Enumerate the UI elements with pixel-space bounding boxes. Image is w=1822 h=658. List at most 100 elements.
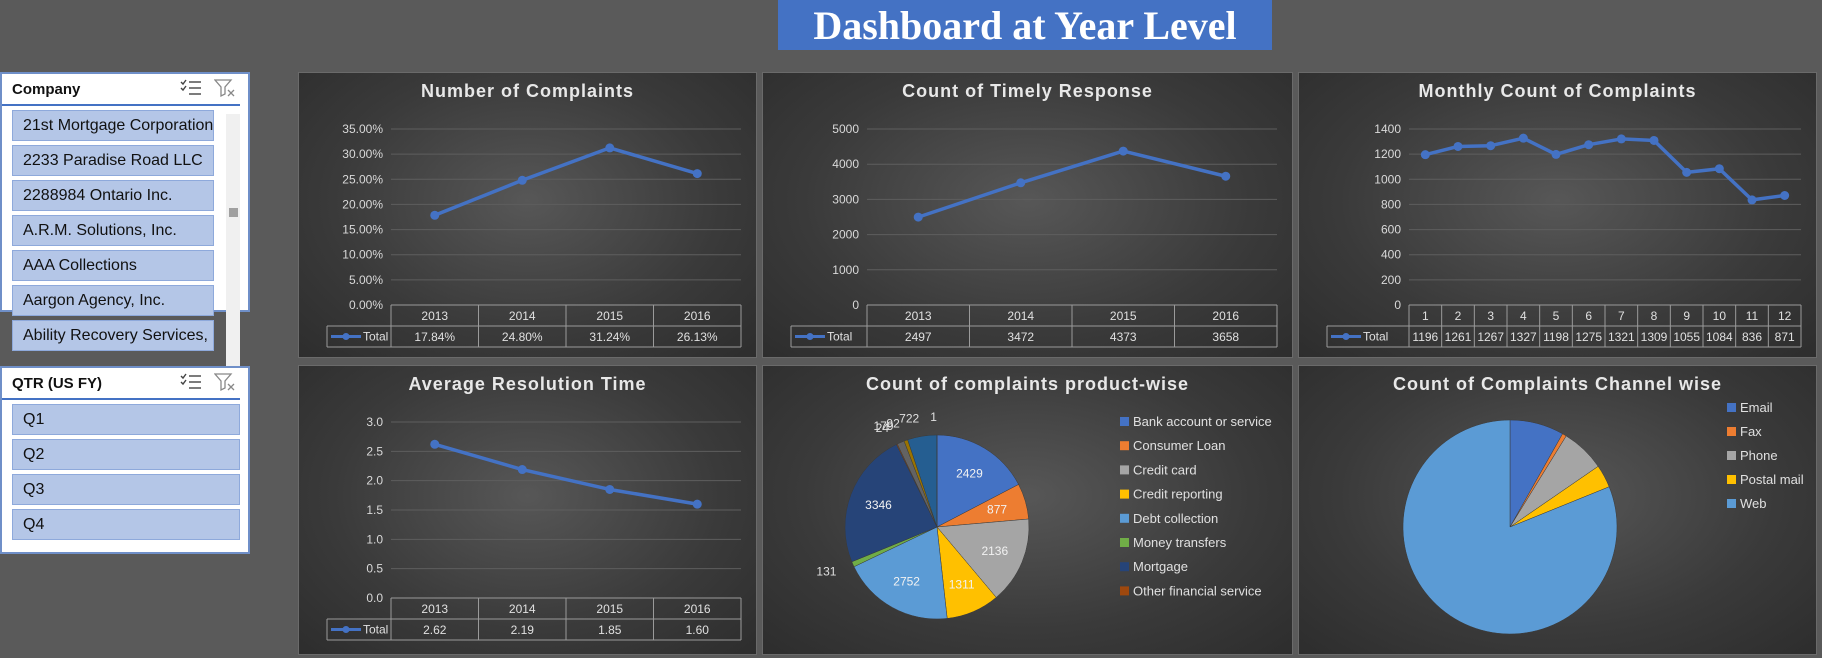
legend-swatch bbox=[1120, 489, 1129, 499]
resolution-line-chart: 0.0 0.5 1.0 1.5 2.0 2.5 3.0 2013 2.62 2014 2.19 201… bbox=[326, 415, 742, 641]
y-tick-label: 15.00% bbox=[342, 223, 383, 237]
legend-line-marker-icon bbox=[806, 333, 814, 340]
data-label: 1267 bbox=[1477, 330, 1504, 344]
monthly-line-chart: 0200400600800100012001400111962126131267… bbox=[1326, 122, 1802, 348]
legend-line-marker-icon bbox=[342, 626, 350, 633]
pie-data-label: 722 bbox=[899, 411, 919, 425]
pie-data-label: 2752 bbox=[893, 575, 920, 589]
legend-label: Fax bbox=[1740, 424, 1762, 439]
qtr-slicer-item[interactable]: Q2 bbox=[12, 439, 240, 470]
data-point bbox=[430, 210, 440, 220]
y-tick-label: 2.0 bbox=[366, 474, 383, 488]
legend-swatch bbox=[1120, 538, 1129, 547]
data-label: 836 bbox=[1742, 330, 1762, 344]
data-label: 1327 bbox=[1510, 330, 1537, 344]
y-tick-label: 0.0 bbox=[366, 591, 383, 605]
company-slicer-item[interactable]: A.R.M. Solutions, Inc. bbox=[12, 215, 214, 246]
data-label: 3472 bbox=[1007, 330, 1034, 344]
channel-chart-panel: Count of Complaints Channel wise Email Fa… bbox=[1298, 365, 1817, 655]
x-tick-label: 11 bbox=[1746, 309, 1759, 323]
qtr-slicer: QTR (US FY) Q1 Q2 Q3 Q4 bbox=[0, 366, 250, 554]
qtr-slicer-item[interactable]: Q4 bbox=[12, 509, 240, 540]
legend-series-name: Total bbox=[827, 330, 852, 344]
clear-filter-icon[interactable] bbox=[214, 372, 236, 392]
x-tick-label: 2013 bbox=[905, 309, 932, 323]
company-slicer-item[interactable]: 21st Mortgage Corporation bbox=[12, 110, 214, 141]
pie-data-label: 877 bbox=[987, 502, 1007, 516]
legend-label: Money transfers bbox=[1133, 535, 1227, 550]
legend-swatch bbox=[1120, 586, 1129, 596]
multi-select-icon[interactable] bbox=[180, 78, 202, 98]
company-slicer-title: Company bbox=[12, 80, 81, 98]
data-point bbox=[1486, 141, 1496, 151]
data-point bbox=[1551, 149, 1561, 159]
legend-label: Web bbox=[1740, 496, 1767, 511]
data-label: 1084 bbox=[1706, 330, 1733, 344]
legend-label: Phone bbox=[1740, 448, 1778, 463]
data-label: 1.85 bbox=[598, 623, 622, 637]
multi-select-icon[interactable] bbox=[180, 372, 202, 392]
y-tick-label: 1.0 bbox=[366, 532, 383, 546]
legend-swatch bbox=[1727, 499, 1736, 508]
data-point bbox=[430, 439, 440, 449]
company-slicer: Company 21st Mortgage Corporation 2233 Pa… bbox=[0, 72, 250, 394]
x-tick-label: 4 bbox=[1520, 309, 1527, 323]
qtr-slicer-list: Q1 Q2 Q3 Q4 bbox=[2, 404, 240, 540]
clear-filter-icon[interactable] bbox=[214, 78, 236, 98]
scrollbar-thumb[interactable] bbox=[229, 208, 238, 217]
data-label: 1321 bbox=[1608, 330, 1635, 344]
timely-chart-panel: Count of Timely Response 0 1000 2000 3000 40… bbox=[762, 72, 1293, 358]
pie-data-label: 1 bbox=[930, 410, 937, 424]
company-slicer-item[interactable]: Aargon Agency, Inc. bbox=[12, 285, 214, 316]
series-line bbox=[434, 146, 698, 217]
qtr-slicer-item[interactable]: Q3 bbox=[12, 474, 240, 505]
company-slicer-item[interactable]: AAA Collections bbox=[12, 250, 214, 281]
data-label: 2.19 bbox=[511, 623, 535, 637]
x-tick-label: 1 bbox=[1422, 309, 1429, 323]
x-tick-label: 2015 bbox=[596, 309, 623, 323]
x-tick-label: 2013 bbox=[421, 602, 448, 616]
legend-label: Credit card bbox=[1133, 462, 1197, 477]
y-tick-label: 1400 bbox=[1374, 122, 1401, 136]
company-slicer-scrollbar[interactable] bbox=[226, 114, 240, 394]
x-tick-label: 12 bbox=[1778, 309, 1792, 323]
data-point bbox=[1682, 167, 1692, 177]
data-point bbox=[1616, 134, 1626, 144]
company-slicer-item[interactable]: Ability Recovery Services, LLC bbox=[12, 320, 214, 351]
y-tick-label: 10.00% bbox=[342, 248, 383, 262]
data-label: 1275 bbox=[1575, 330, 1602, 344]
legend-swatch bbox=[1120, 441, 1129, 451]
y-tick-label: 30.00% bbox=[342, 147, 383, 161]
legend-series-name: Total bbox=[363, 330, 388, 344]
series-line bbox=[1424, 136, 1785, 202]
y-tick-label: 600 bbox=[1381, 223, 1401, 237]
data-point bbox=[1518, 133, 1528, 143]
data-label: 1055 bbox=[1673, 330, 1700, 344]
timely-line-chart: 0 1000 2000 3000 4000 5000 2013 2497 2014 3472 201… bbox=[790, 122, 1278, 348]
pie-data-label: 131 bbox=[816, 565, 836, 579]
data-label: 1196 bbox=[1412, 330, 1438, 344]
y-tick-label: 0.00% bbox=[349, 298, 383, 312]
company-slicer-item[interactable]: 2233 Paradise Road LLC bbox=[12, 145, 214, 176]
x-tick-label: 2013 bbox=[421, 309, 448, 323]
data-point bbox=[692, 499, 702, 509]
y-tick-label: 1.5 bbox=[366, 503, 383, 517]
y-tick-label: 5000 bbox=[832, 122, 859, 136]
y-tick-label: 5.00% bbox=[349, 273, 383, 287]
qtr-slicer-header: QTR (US FY) bbox=[2, 368, 240, 400]
pie-slice bbox=[844, 444, 938, 563]
legend-label: Other financial service bbox=[1133, 583, 1262, 598]
data-point bbox=[605, 143, 615, 153]
data-label: 1.60 bbox=[686, 623, 710, 637]
qtr-slicer-item[interactable]: Q1 bbox=[12, 404, 240, 435]
x-tick-label: 2014 bbox=[1007, 309, 1034, 323]
data-point bbox=[692, 169, 702, 179]
chart-title: Monthly Count of Complaints bbox=[1418, 81, 1697, 101]
x-tick-label: 5 bbox=[1553, 309, 1560, 323]
y-tick-label: 0 bbox=[852, 298, 859, 312]
pie-data-label: 24 bbox=[876, 421, 890, 435]
legend-swatch bbox=[1727, 451, 1736, 460]
company-slicer-item[interactable]: 2288984 Ontario Inc. bbox=[12, 180, 214, 211]
complaints-chart-panel: Number of Complaints 0.00% 5.00% 10.00% 15.… bbox=[298, 72, 757, 358]
